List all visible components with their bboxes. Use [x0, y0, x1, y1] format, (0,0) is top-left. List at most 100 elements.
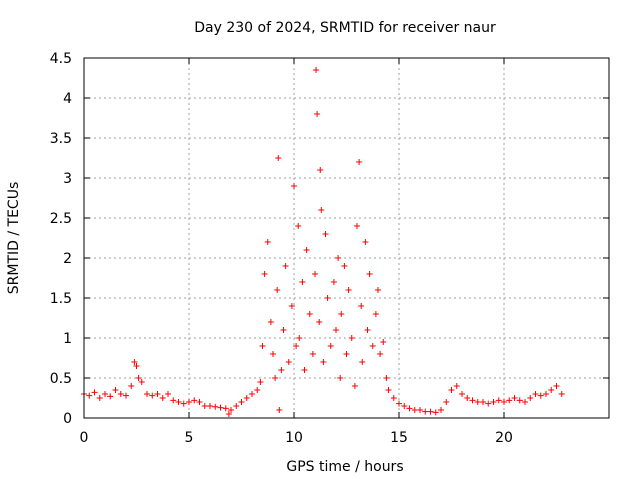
data-point — [274, 287, 281, 293]
data-point — [272, 375, 279, 381]
data-point — [259, 343, 266, 349]
data-point — [320, 359, 327, 365]
data-point — [411, 407, 418, 413]
data-point — [480, 399, 486, 405]
axis-ticks: 0 0.5 1 1.5 2 2.5 3 3.5 4 4.5 0 5 10 15 20 — [50, 51, 609, 446]
data-point — [123, 392, 129, 399]
data-point — [348, 335, 355, 341]
y-tick-label: 4.5 — [50, 51, 72, 67]
data-point — [438, 407, 444, 413]
data-point — [362, 239, 369, 245]
data-point — [107, 393, 114, 400]
data-point — [312, 271, 318, 277]
data-point — [375, 287, 381, 293]
data-point — [295, 223, 302, 229]
data-point — [337, 375, 344, 381]
data-point — [469, 397, 476, 404]
data-point — [464, 395, 471, 401]
data-point — [102, 391, 108, 397]
data-point — [249, 391, 255, 397]
data-point — [372, 311, 379, 317]
data-point — [401, 403, 408, 409]
data-point — [406, 405, 413, 412]
y-tick-label: 3.5 — [50, 131, 72, 147]
data-point — [432, 409, 439, 416]
data-point — [175, 399, 182, 405]
grid — [84, 58, 609, 418]
data-point — [138, 379, 145, 385]
y-tick-label: 4 — [63, 91, 72, 107]
data-point — [133, 363, 140, 369]
x-tick-label: 10 — [285, 430, 303, 446]
data-point — [369, 343, 376, 349]
data-point — [330, 279, 337, 285]
data-point — [543, 391, 549, 397]
data-point — [207, 403, 213, 409]
data-point — [264, 239, 271, 245]
data-point — [335, 255, 342, 261]
y-tick-label: 1 — [63, 331, 72, 347]
data-point — [278, 367, 285, 373]
data-point — [490, 399, 497, 405]
data-point — [243, 395, 250, 401]
data-point — [228, 407, 234, 413]
data-point — [443, 399, 450, 405]
data-point — [261, 271, 268, 277]
data-point — [313, 67, 320, 73]
y-axis-label: SRMTID / TECUs — [6, 182, 22, 295]
data-point — [351, 383, 358, 389]
data-point — [548, 387, 555, 393]
data-point — [301, 367, 308, 373]
data-point — [191, 397, 198, 404]
data-point — [385, 387, 392, 393]
y-tick-label: 2 — [63, 251, 72, 267]
data-point — [117, 391, 124, 397]
data-point — [522, 399, 528, 405]
data-point — [170, 397, 177, 404]
data-point — [288, 303, 295, 309]
data-point — [453, 383, 460, 389]
data-point — [233, 403, 240, 409]
data-point — [448, 387, 455, 393]
data-point — [180, 400, 187, 407]
data-point — [318, 207, 325, 213]
data-point — [383, 375, 390, 381]
data-point — [316, 319, 323, 325]
data-point — [358, 303, 365, 309]
data-point — [485, 400, 492, 407]
data-point — [333, 327, 339, 333]
data-point — [91, 389, 98, 396]
data-point — [338, 311, 345, 317]
data-point — [390, 395, 397, 401]
data-point — [254, 387, 261, 393]
data-point — [341, 263, 348, 269]
data-point — [267, 319, 274, 325]
data-point — [196, 399, 203, 405]
data-point — [427, 408, 434, 415]
data-point — [345, 287, 352, 293]
data-point — [212, 403, 219, 410]
data-point — [309, 351, 316, 357]
data-point — [128, 383, 135, 389]
y-tick-label: 1.5 — [50, 291, 72, 307]
data-point — [366, 271, 373, 277]
data-point — [532, 391, 539, 397]
y-tick-label: 3 — [63, 171, 72, 187]
data-point — [516, 397, 523, 404]
plot-frame — [83, 57, 610, 419]
data-point — [165, 391, 171, 397]
data-point — [276, 407, 283, 413]
data-point — [380, 339, 387, 345]
data-point — [417, 407, 423, 413]
data-point — [135, 375, 142, 381]
data-point — [186, 399, 192, 405]
data-point — [537, 392, 544, 399]
y-tick-label: 2.5 — [50, 211, 72, 227]
data-point — [201, 403, 208, 409]
data-point — [553, 383, 560, 389]
y-tick-label: 0 — [63, 411, 72, 427]
data-point — [238, 399, 245, 405]
data-point — [225, 411, 232, 417]
data-point — [324, 295, 331, 301]
